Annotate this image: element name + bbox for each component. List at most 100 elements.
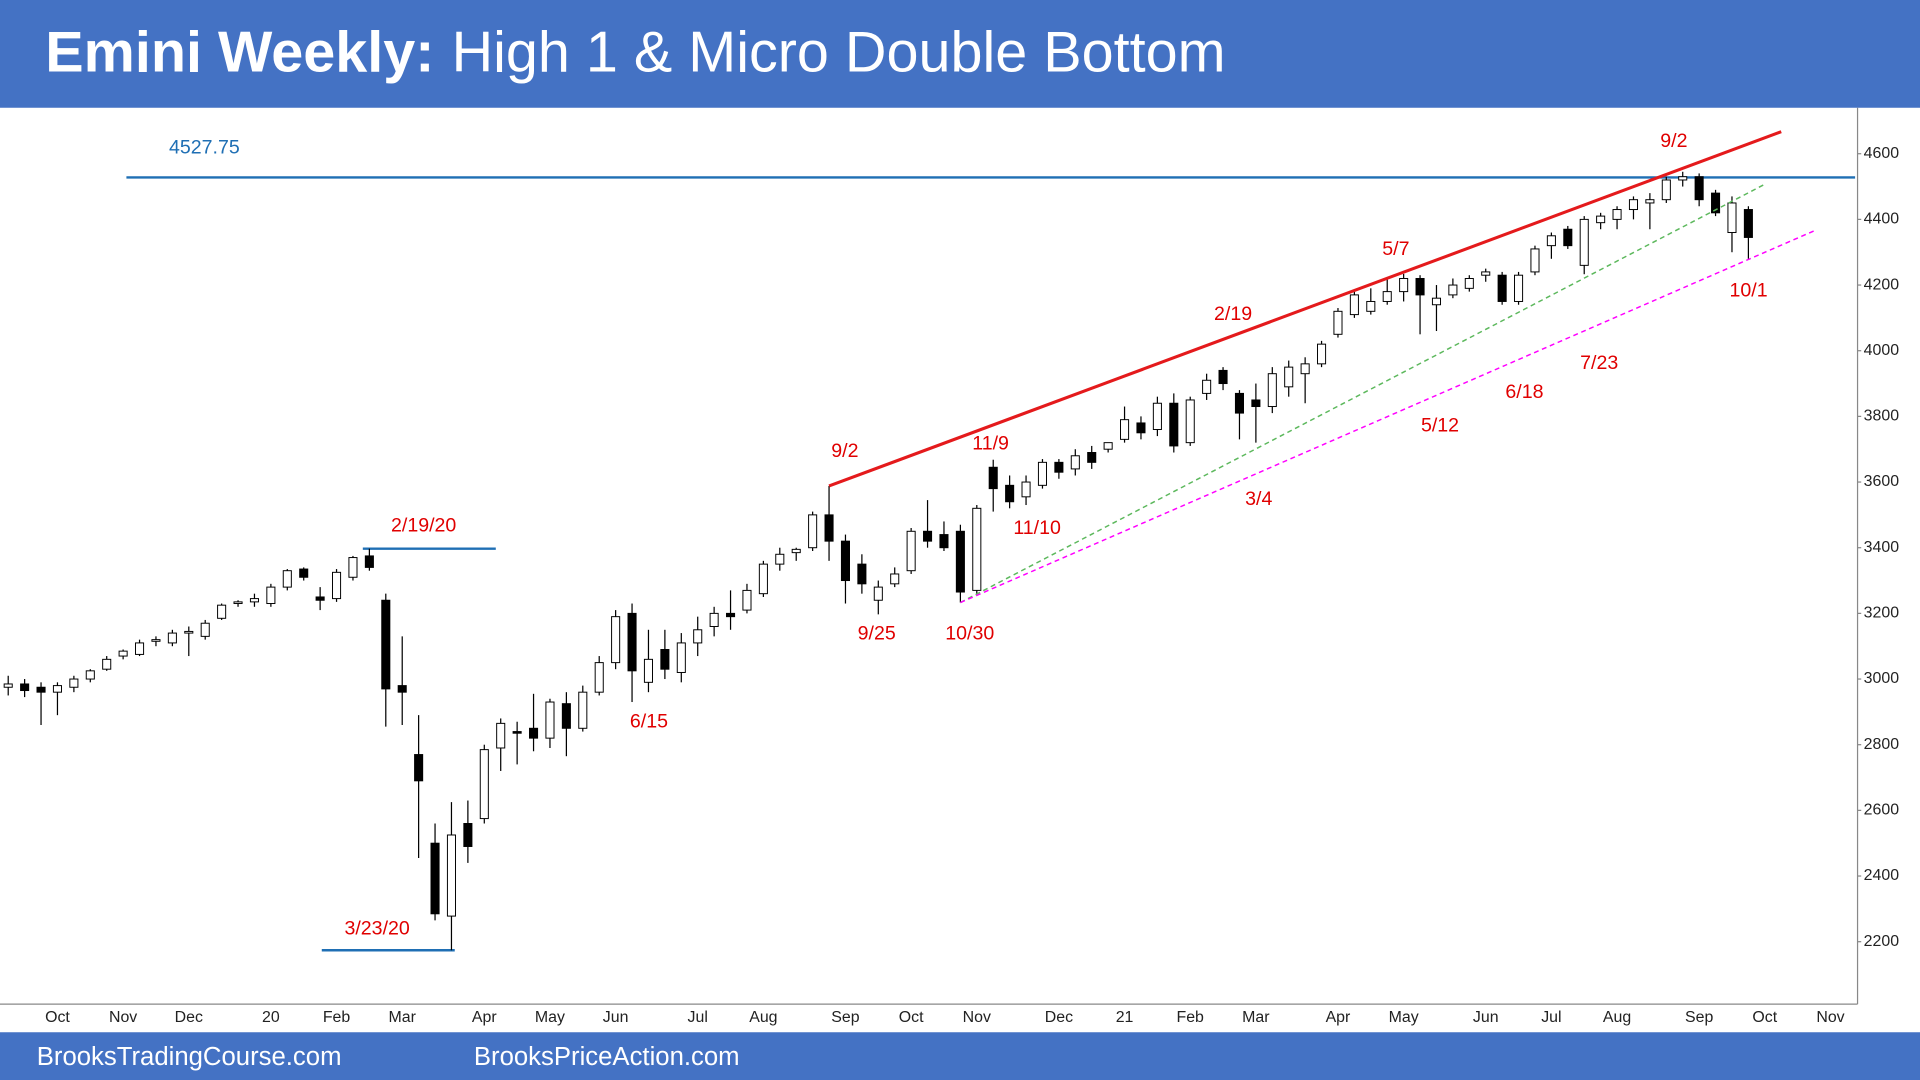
candle-body <box>1645 199 1655 204</box>
candle-body <box>1070 455 1080 470</box>
candle-body <box>1267 373 1277 408</box>
annotation: 6/15 <box>630 711 668 733</box>
y-tick-label: 2800 <box>1864 736 1900 753</box>
candle-body <box>1448 284 1458 296</box>
candle-body <box>430 842 440 915</box>
candle-body <box>315 596 325 601</box>
candle-body <box>1546 235 1556 247</box>
annotation: 3/23/20 <box>344 918 409 940</box>
header-band <box>0 0 1920 108</box>
candle-body <box>414 754 424 782</box>
y-tick-label: 2600 <box>1864 802 1900 819</box>
candle-body <box>1415 277 1425 296</box>
x-tick-label: Feb <box>323 1009 351 1026</box>
candle-body <box>282 570 292 588</box>
annotation: 2/19 <box>1214 303 1252 325</box>
candle-body <box>348 557 358 578</box>
candle-body <box>102 658 112 670</box>
candle-body <box>479 749 489 820</box>
candle-body <box>1563 228 1573 247</box>
x-tick-label: Aug <box>749 1009 777 1026</box>
trendline <box>960 183 1766 604</box>
candle-body <box>808 514 818 549</box>
candle-body <box>69 678 79 688</box>
y-tick-label: 4400 <box>1864 211 1900 228</box>
candle-body <box>184 630 194 634</box>
candle-body <box>1694 176 1704 201</box>
candle-body <box>1431 297 1442 306</box>
x-tick-label: Mar <box>1242 1009 1270 1026</box>
candle-body <box>545 701 555 739</box>
trendline <box>960 230 1815 604</box>
candle-body <box>693 629 703 644</box>
candle-body <box>200 622 210 637</box>
candle-body <box>1087 452 1097 463</box>
candle-body <box>3 683 13 688</box>
candle-body <box>1169 402 1179 447</box>
candle-body <box>775 553 785 565</box>
candle-body <box>1711 192 1721 214</box>
candle-body <box>873 586 883 601</box>
candle-body <box>791 548 801 554</box>
annotation: 9/25 <box>858 622 896 644</box>
candle-body <box>840 540 850 582</box>
y-tick-label: 4000 <box>1864 342 1900 359</box>
x-tick-label: Nov <box>963 1009 991 1026</box>
title-bold: Emini Weekly: <box>45 21 434 85</box>
candle-body <box>463 823 473 847</box>
candle-body <box>726 612 736 618</box>
candle-body <box>332 571 342 600</box>
x-tick-label: 21 <box>1116 1009 1134 1026</box>
candle-body <box>1727 202 1737 234</box>
candle-body <box>1628 199 1639 211</box>
x-tick-label: Nov <box>1816 1009 1844 1026</box>
candle-body <box>1234 392 1245 414</box>
candle-body <box>1054 461 1064 473</box>
x-tick-label: Oct <box>899 1009 924 1026</box>
x-tick-label: Jul <box>688 1009 708 1026</box>
candle-body <box>1497 274 1507 302</box>
candle-body <box>1530 248 1540 273</box>
candle-body <box>1152 402 1162 431</box>
candle-body <box>1661 179 1671 201</box>
y-tick-label: 3400 <box>1864 539 1900 556</box>
candle-body <box>381 599 391 690</box>
chart-title: Emini Weekly: High 1 & Micro Double Botto… <box>45 21 1225 85</box>
candle-body <box>611 616 621 664</box>
annotation: 10/30 <box>945 622 994 644</box>
y-tick-label: 2200 <box>1864 933 1900 950</box>
candle-body <box>906 530 916 572</box>
candle-body <box>1579 218 1589 266</box>
y-tick-label: 2400 <box>1864 867 1900 884</box>
candle-body <box>1349 294 1359 316</box>
annotation: 5/12 <box>1421 414 1459 436</box>
y-tick-label: 3200 <box>1864 605 1900 622</box>
candle-body <box>364 555 374 568</box>
candle-body <box>1005 484 1015 503</box>
candle-body <box>118 650 128 657</box>
candle-body <box>923 530 933 542</box>
x-tick-label: Apr <box>472 1009 497 1026</box>
candle-body <box>972 507 982 591</box>
x-tick-label: Feb <box>1177 1009 1205 1026</box>
candle-body <box>578 691 588 729</box>
candle-body <box>1366 300 1376 312</box>
candle-body <box>824 514 834 542</box>
x-tick-label: Apr <box>1326 1009 1351 1026</box>
candle-body <box>52 685 62 693</box>
y-tick-label: 3800 <box>1864 408 1900 425</box>
x-tick-label: May <box>535 1009 565 1026</box>
candle-body <box>1251 399 1261 408</box>
candle-body <box>627 612 637 672</box>
candle-body <box>446 834 456 917</box>
candle-body <box>742 589 752 611</box>
candle-body <box>299 568 309 578</box>
y-tick-label: 4600 <box>1864 145 1900 162</box>
candle-body <box>496 722 506 749</box>
candle-body <box>1103 442 1113 450</box>
annotation: 6/18 <box>1505 381 1543 403</box>
candle-body <box>988 466 998 490</box>
candle-body <box>135 642 145 655</box>
candle-body <box>676 642 686 673</box>
candle-body <box>939 534 949 549</box>
